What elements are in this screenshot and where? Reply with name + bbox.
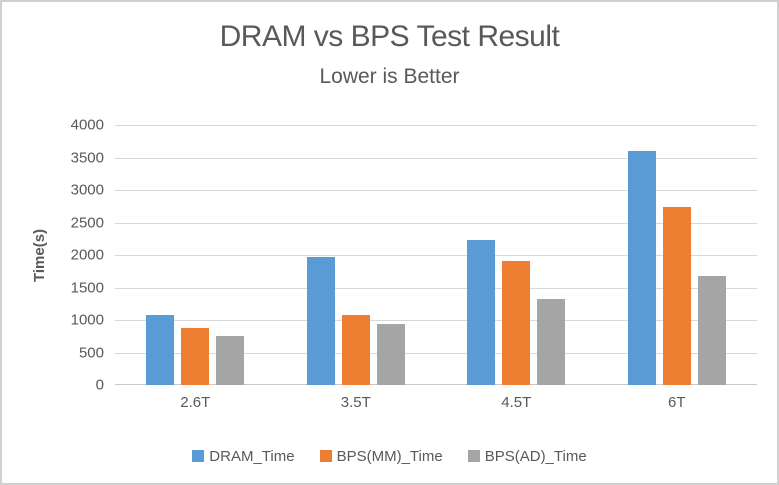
bar-bps-mm-time-3-5t (341, 315, 370, 385)
x-axis-labels: 2.6T 3.5T 4.5T 6T (115, 394, 757, 411)
y-axis-tick-label: 500 (78, 344, 104, 361)
gridline (115, 287, 757, 289)
chart-title: DRAM vs BPS Test Result (219, 20, 560, 53)
y-axis-tick-label: 1000 (70, 311, 104, 329)
bar-groups (115, 125, 757, 385)
bar-bps-mm-time-2-6t (181, 328, 210, 385)
y-axis-tick-label: 2000 (70, 246, 104, 264)
y-axis-tick-label: 3000 (70, 181, 104, 199)
legend-swatch-icon (192, 450, 205, 462)
bar-bps-ad-time-4-5t (537, 298, 566, 385)
legend-swatch-icon (319, 450, 332, 462)
bar-bps-ad-time-3-5t (376, 323, 405, 385)
bar-dram-time-3-5t (306, 256, 335, 385)
legend-item-bps-mm-time: BPS(MM)_Time (319, 447, 443, 465)
bar-group-6t (597, 125, 758, 385)
bar-bps-ad-time-2-6t (216, 336, 245, 385)
gridline (115, 157, 757, 159)
bar-group-2-6t (115, 125, 276, 385)
gridline (115, 352, 757, 354)
gridlines (115, 125, 757, 385)
bar-bps-ad-time-6t (697, 276, 726, 385)
x-axis-category-label: 6T (667, 394, 686, 411)
y-axis-tick-label: 2500 (70, 214, 104, 231)
chart-subtitle: Lower is Better (319, 65, 460, 88)
bar-dram-time-6t (627, 151, 656, 385)
y-axis-tick-label: 4000 (70, 116, 104, 134)
plot-area (115, 125, 757, 385)
bar-bps-mm-time-6t (662, 206, 691, 385)
bar-dram-time-2-6t (146, 314, 175, 385)
x-axis-line (115, 384, 757, 385)
legend-label: BPS(MM)_Time (336, 447, 443, 465)
legend-label: DRAM_Time (209, 447, 295, 465)
bar-bps-mm-time-4-5t (502, 260, 531, 385)
legend-item-bps-ad-time: BPS(AD)_Time (467, 447, 587, 465)
bar-group-4-5t (436, 125, 597, 385)
legend-swatch-icon (467, 450, 480, 462)
legend-item-dram-time: DRAM_Time (192, 447, 295, 465)
gridline (115, 255, 757, 256)
legend: DRAM_Time BPS(MM)_Time BPS(AD)_Time (2, 443, 777, 469)
x-axis-category-label: 3.5T (340, 394, 371, 411)
x-axis-category-label: 2.6T (180, 394, 211, 411)
gridline (115, 320, 757, 321)
y-axis-tick-label: 0 (95, 376, 104, 394)
legend-label: BPS(AD)_Time (484, 447, 587, 465)
x-axis-category-label: 4.5T (501, 394, 532, 411)
gridline (115, 190, 757, 191)
y-axis-tick-label: 1500 (70, 279, 104, 296)
gridline (115, 222, 757, 224)
bar-dram-time-4-5t (467, 240, 496, 385)
y-axis-tick-labels: 4000 3500 3000 2500 2000 1500 1000 500 0 (2, 117, 104, 394)
y-axis-tick-label: 3500 (70, 149, 104, 166)
gridline (115, 125, 757, 126)
bar-group-3-5t (276, 125, 437, 385)
